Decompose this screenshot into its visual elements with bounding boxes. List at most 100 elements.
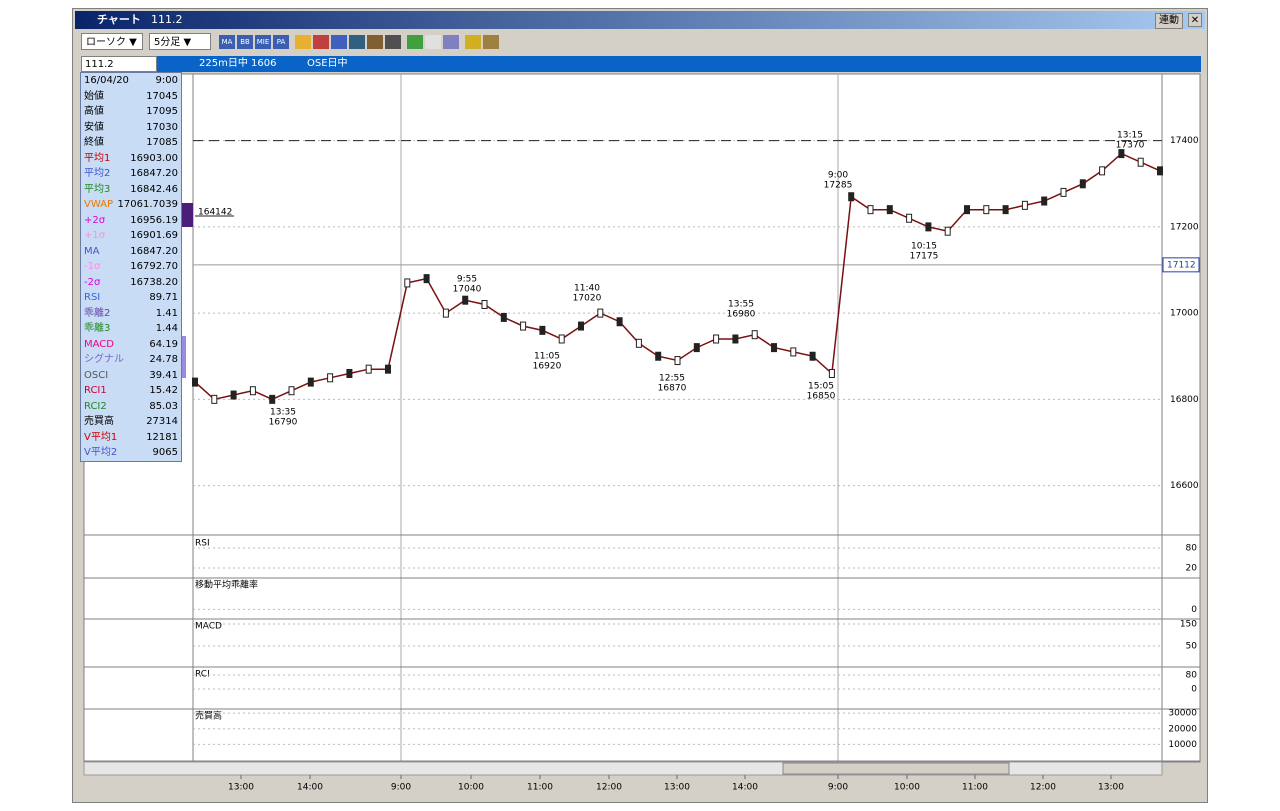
session: OSE日中 — [307, 58, 348, 69]
price-candle — [211, 394, 218, 404]
price-candle — [1060, 187, 1067, 197]
toolbar-icon[interactable]: MA — [219, 35, 235, 49]
current-price-box — [1162, 257, 1200, 273]
chart-style-dropdown[interactable]: ローソク ▼ — [81, 33, 143, 50]
info-value: 12181 — [146, 431, 178, 443]
info-value: 15.42 — [149, 385, 178, 396]
info-value: 89.71 — [149, 292, 178, 303]
x-tick-label: 12:00 — [596, 783, 622, 793]
info-panel: 16/04/20 9:00 始値 17045 高値 17095 安値 17030 終値 170… — [80, 72, 182, 462]
info-label: RCI2 — [84, 400, 107, 412]
tool-icon[interactable] — [367, 35, 383, 49]
tool-icon[interactable] — [385, 35, 401, 49]
annotation-time: 9:00 — [828, 171, 848, 181]
price-candle — [288, 386, 295, 396]
annotation-time: 13:15 — [1117, 131, 1143, 141]
price-candle — [732, 334, 739, 344]
toolbar-icon[interactable]: BB — [237, 35, 253, 49]
toolbar-icon[interactable]: PA — [273, 35, 289, 49]
info-value: 16956.19 — [130, 214, 178, 226]
title-bar: チャート 111.2 連動 ✕ — [75, 11, 1205, 29]
price-candle — [1137, 157, 1144, 167]
tool-icon[interactable] — [425, 35, 441, 49]
x-tick-label: 13:00 — [664, 783, 690, 793]
panel-title: 売買高 — [195, 710, 222, 722]
info-label: 売買高 — [84, 416, 114, 427]
toolbar: ローソク ▼ 5分足 ▼ MA BB MIE PA — [77, 32, 1203, 52]
x-tick-label: 13:00 — [1098, 783, 1124, 793]
info-date: 16/04/20 — [84, 75, 129, 86]
link-button[interactable]: 連動 — [1155, 13, 1183, 29]
x-tick-label: 10:00 — [458, 783, 484, 793]
x-tick-label: 14:00 — [297, 783, 323, 793]
info-value: 17030 — [146, 121, 178, 133]
y-tick-label: 10000 — [1168, 740, 1197, 750]
tool-icon[interactable] — [407, 35, 423, 49]
price-candle — [655, 351, 662, 361]
y-tick-label: 0 — [1191, 605, 1197, 615]
instrument: 225m日中 1606 — [199, 58, 277, 69]
toolbar-icon[interactable]: MIE — [255, 35, 271, 49]
price-candle — [925, 222, 932, 232]
x-tick-label: 10:00 — [894, 783, 920, 793]
tool-icon[interactable] — [483, 35, 499, 49]
tool-icon[interactable] — [465, 35, 481, 49]
price-candle — [500, 312, 507, 322]
info-row: VWAP 17061.7039 — [81, 197, 181, 213]
info-value: 1.41 — [155, 307, 178, 319]
info-label: 始値 — [84, 90, 104, 102]
price-candle — [1079, 179, 1086, 189]
price-candle — [385, 364, 391, 374]
price-candle — [249, 386, 256, 396]
price-candle — [230, 390, 237, 400]
info-row: V平均1 12181 — [81, 430, 181, 446]
info-value: 16901.69 — [130, 230, 178, 241]
annotation-price: 17020 — [573, 294, 602, 304]
info-value: 16792.70 — [130, 261, 178, 272]
info-label: 終値 — [84, 137, 104, 148]
price-candle — [809, 351, 816, 361]
info-value: 16842.46 — [130, 183, 178, 195]
scroll-thumb[interactable] — [782, 762, 1010, 775]
price-candle — [365, 364, 372, 374]
info-value: 16847.20 — [130, 245, 178, 257]
annotation-price: 16920 — [533, 362, 562, 372]
y-tick-label: 80 — [1186, 670, 1198, 680]
info-label: OSCI — [84, 369, 109, 381]
tool-icon[interactable] — [313, 35, 329, 49]
price-candle — [1157, 166, 1163, 176]
price-candle — [635, 338, 642, 348]
info-value: 16903.00 — [130, 152, 178, 164]
info-value: 17045 — [146, 90, 178, 102]
tool-icon[interactable] — [349, 35, 365, 49]
price-candle — [1118, 149, 1125, 159]
info-row: 平均1 16903.00 — [81, 151, 181, 167]
info-label: 乖離3 — [84, 323, 111, 334]
tool-icon[interactable] — [443, 35, 459, 49]
position-marker — [180, 203, 193, 227]
y-tick-label: 17400 — [1170, 136, 1199, 146]
info-value: 27314 — [146, 416, 178, 427]
tool-icon[interactable] — [295, 35, 311, 49]
close-button[interactable]: ✕ — [1188, 13, 1202, 27]
info-row: +2σ 16956.19 — [81, 213, 181, 229]
price-candle — [713, 334, 720, 344]
price-candle — [771, 343, 777, 353]
interval-dropdown[interactable]: 5分足 ▼ — [149, 33, 211, 50]
marker-label: 164142 — [198, 208, 232, 218]
panel-title: RSI — [195, 539, 210, 549]
x-tick-label: 14:00 — [732, 783, 758, 793]
price-candle — [192, 377, 198, 387]
price-candle — [983, 205, 990, 215]
window-title: チャート — [97, 13, 141, 26]
code-input[interactable]: 111.2 — [81, 56, 157, 72]
tool-icon[interactable] — [331, 35, 347, 49]
price-candle — [558, 334, 565, 344]
price-candle — [442, 308, 449, 318]
price-candle — [790, 347, 797, 357]
y-tick-label: 16800 — [1170, 395, 1199, 405]
annotation-price: 16790 — [269, 418, 298, 428]
info-row: OSCI 39.41 — [81, 368, 181, 384]
info-label: MA — [84, 245, 100, 257]
